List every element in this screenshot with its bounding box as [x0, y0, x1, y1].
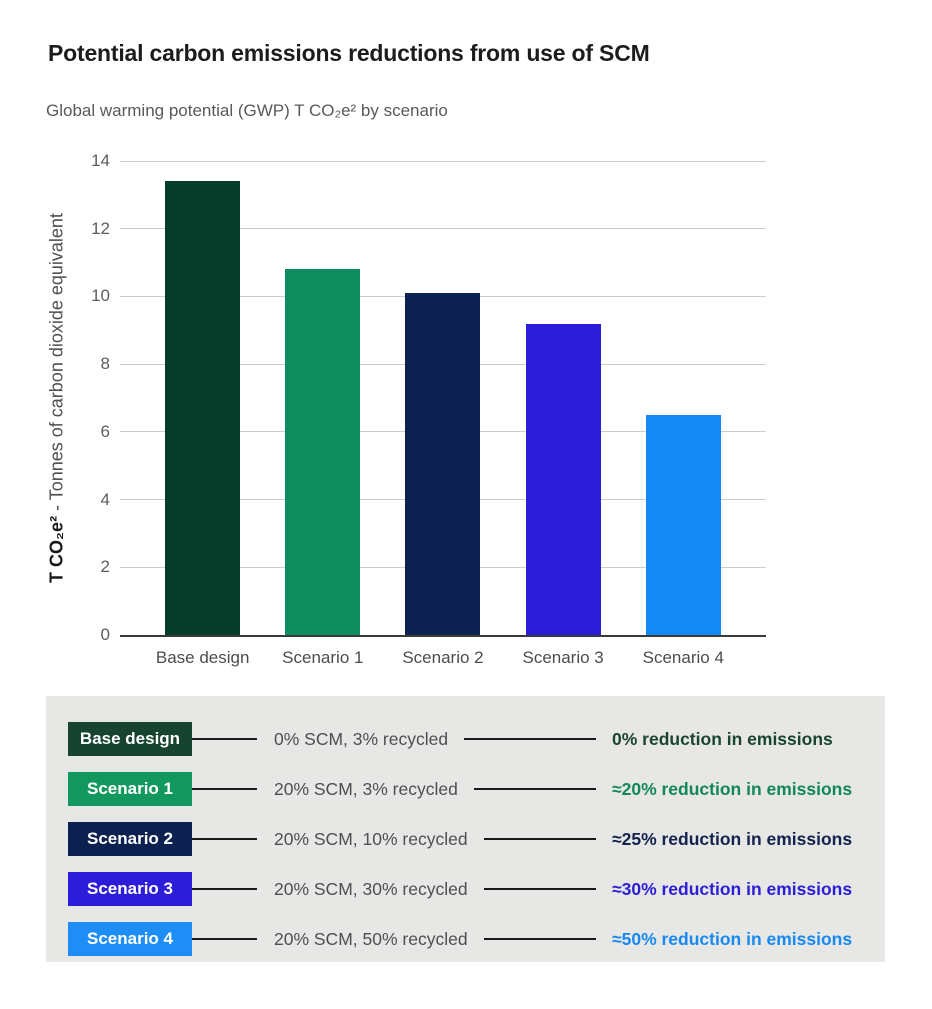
connector-line: [192, 738, 257, 740]
x-label-scenario-4: Scenario 4: [642, 648, 724, 667]
bar-scenario-2: [405, 293, 481, 635]
y-tick-10: 10: [91, 286, 110, 306]
connector-line: [483, 888, 596, 890]
connector-line: [192, 838, 257, 840]
x-label-base-design: Base design: [155, 648, 250, 667]
legend-badge-scenario-3: Scenario 3: [68, 872, 192, 906]
legend-row-base-design: Base design 0% SCM, 3% recycled 0% reducti…: [68, 722, 867, 756]
connector-line: [483, 838, 596, 840]
bar-base-design: [165, 181, 241, 635]
connector-line: [473, 788, 596, 790]
chart-subtitle: Global warming potential (GWP) T CO₂e² b…: [46, 101, 448, 120]
connector-line: [192, 888, 257, 890]
legend-spec-scenario-4: 20% SCM, 50% recycled: [274, 928, 468, 949]
legend-row-scenario-3: Scenario 3 20% SCM, 30% recycled ≈30% redu…: [68, 872, 867, 906]
legend-result-scenario-4: ≈50% reduction in emissions: [612, 928, 853, 949]
connector-line: [192, 938, 257, 940]
y-tick-0: 0: [100, 625, 110, 644]
legend-row-scenario-4: Scenario 4 20% SCM, 50% recycled ≈50% redu…: [68, 922, 867, 956]
x-label-scenario-2: Scenario 2: [402, 648, 484, 667]
bar-group: [120, 161, 766, 635]
legend-badge-scenario-1: Scenario 1: [68, 772, 192, 806]
legend-spec-scenario-1: 20% SCM, 3% recycled: [274, 778, 458, 799]
legend-result-scenario-2: ≈25% reduction in emissions: [612, 828, 853, 849]
legend-result-scenario-3: ≈30% reduction in emissions: [612, 878, 853, 899]
legend-spec-base-design: 0% SCM, 3% recycled: [274, 728, 449, 749]
gridline-14: [120, 160, 766, 162]
legend-row-scenario-1: Scenario 1 20% SCM, 3% recycled ≈20% reduc…: [68, 772, 867, 806]
legend-row-scenario-2: Scenario 2 20% SCM, 10% recycled ≈25% redu…: [68, 822, 867, 856]
x-label-scenario-3: Scenario 3: [522, 648, 604, 667]
connector-line: [464, 738, 596, 740]
legend-result-base-design: 0% reduction in emissions: [612, 728, 833, 749]
legend-spec-scenario-3: 20% SCM, 30% recycled: [274, 878, 468, 899]
bar-scenario-1: [285, 269, 361, 635]
plot-area: [120, 160, 766, 637]
bar-scenario-4: [645, 414, 721, 635]
bar-scenario-3: [525, 323, 601, 635]
legend-spec-scenario-2: 20% SCM, 10% recycled: [274, 828, 468, 849]
y-tick-2: 2: [100, 557, 110, 577]
connector-line: [483, 938, 596, 940]
y-axis-ticks: 14 12 10 8 6 4 2 0: [62, 151, 110, 644]
y-tick-4: 4: [100, 489, 110, 509]
y-tick-8: 8: [100, 354, 110, 374]
legend-panel: Base design 0% SCM, 3% recycled 0% reducti…: [46, 696, 885, 962]
y-tick-6: 6: [100, 421, 110, 441]
page-title: Potential carbon emissions reductions fr…: [48, 40, 650, 66]
y-tick-14: 14: [91, 151, 110, 170]
legend-badge-base-design: Base design: [68, 722, 192, 756]
x-axis-labels: Base design Scenario 1 Scenario 2 Scenario …: [120, 648, 766, 668]
legend-result-scenario-1: ≈20% reduction in emissions: [612, 778, 853, 799]
gridline-12: [120, 228, 766, 230]
x-label-scenario-1: Scenario 1: [282, 648, 364, 667]
y-tick-12: 12: [91, 218, 110, 238]
connector-line: [192, 788, 257, 790]
legend-badge-scenario-4: Scenario 4: [68, 922, 192, 956]
legend-badge-scenario-2: Scenario 2: [68, 822, 192, 856]
